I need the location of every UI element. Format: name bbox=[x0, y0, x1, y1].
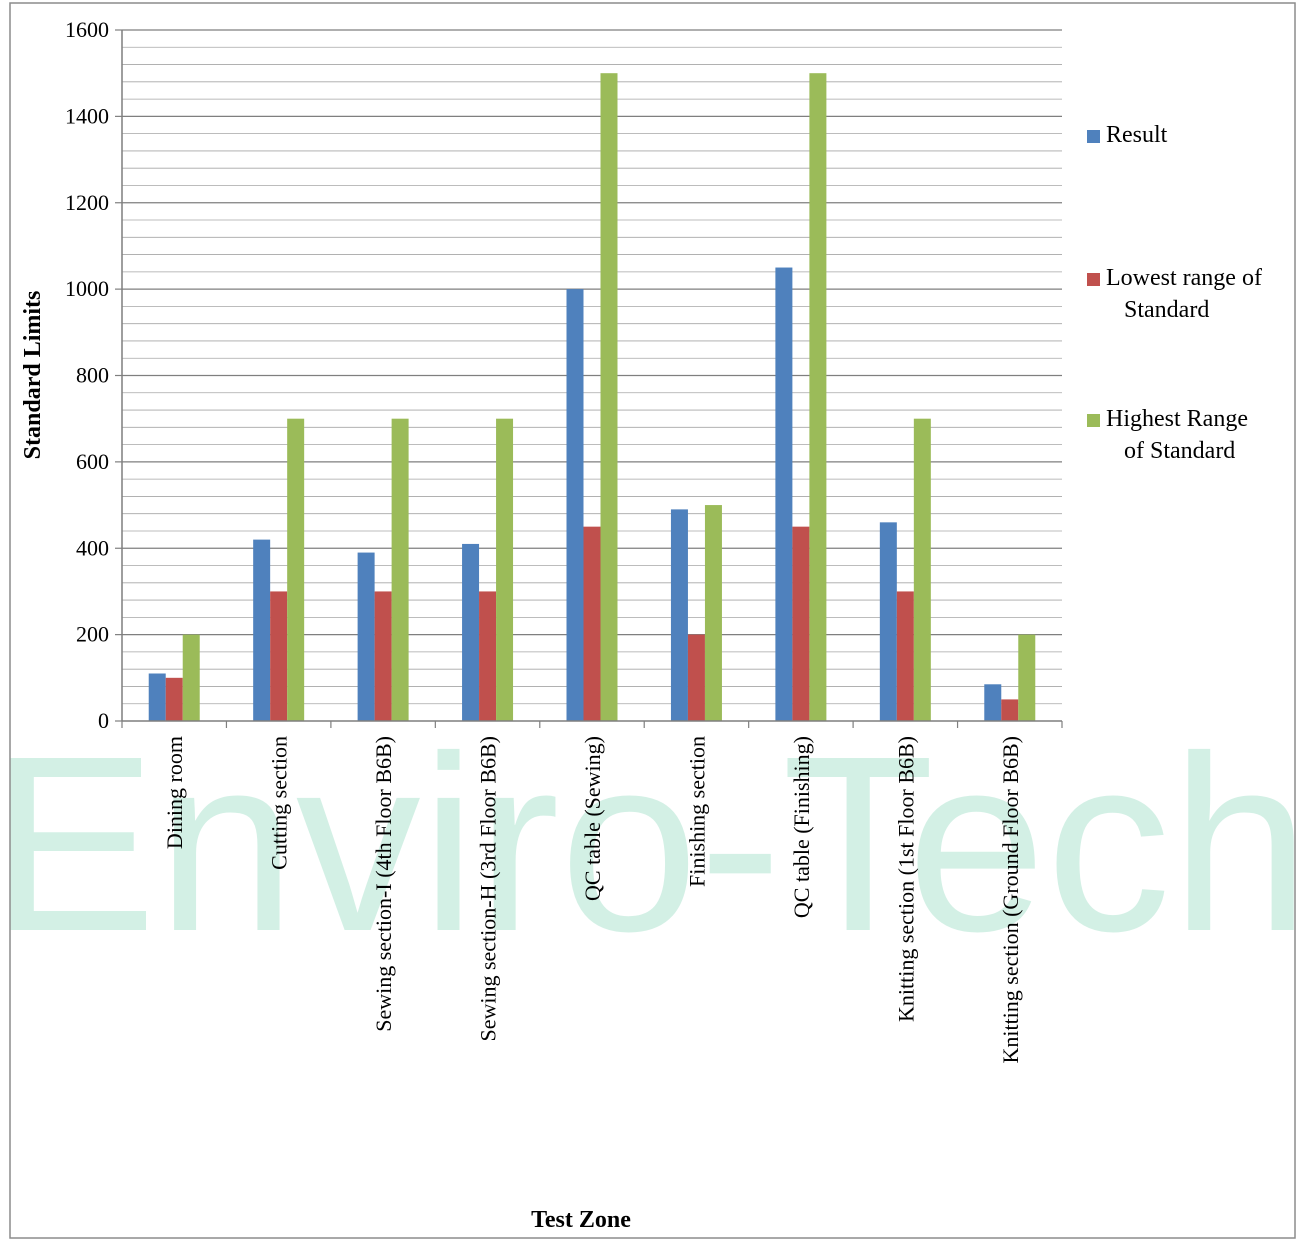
bar-result bbox=[148, 673, 166, 721]
bar-lowest-range-of-standard bbox=[479, 591, 497, 721]
y-tick-label: 1200 bbox=[65, 190, 109, 215]
y-tick-label: 1400 bbox=[65, 103, 109, 128]
bar-highest-range-of-standard bbox=[1018, 634, 1036, 721]
bar-result bbox=[879, 522, 897, 721]
bar-highest-range-of-standard bbox=[496, 418, 514, 721]
bar-lowest-range-of-standard bbox=[792, 526, 810, 721]
bar-highest-range-of-standard bbox=[913, 418, 931, 721]
x-category-labels: Dining room Cutting section Sewing section… bbox=[162, 736, 1023, 1064]
bar-lowest-range-of-standard bbox=[687, 634, 705, 721]
bar-result bbox=[462, 543, 480, 721]
bar-highest-range-of-standard bbox=[704, 505, 722, 721]
x-category-label: Sewing section-I (4th Floor B6B) bbox=[371, 736, 396, 1032]
bar-lowest-range-of-standard bbox=[1001, 699, 1019, 721]
y-tick-labels: 0 200 400 600 800 1000 1200 1400 1600 bbox=[65, 17, 109, 733]
x-category-label: QC table (Finishing) bbox=[789, 736, 814, 918]
y-tick-label: 0 bbox=[98, 708, 109, 733]
y-tick-label: 400 bbox=[76, 535, 109, 560]
axes bbox=[115, 29, 1063, 728]
legend-swatch bbox=[1087, 414, 1100, 427]
y-tick-label: 800 bbox=[76, 363, 109, 388]
bar-lowest-range-of-standard bbox=[583, 526, 601, 721]
bar-result bbox=[984, 684, 1002, 721]
x-axis-title: Test Zone bbox=[531, 1207, 631, 1233]
x-category-label: Knitting section (Ground Floor B6B) bbox=[998, 736, 1023, 1064]
x-category-label: Sewing section-H (3rd Floor B6B) bbox=[476, 736, 501, 1042]
bar-highest-range-of-standard bbox=[182, 634, 200, 721]
chart-border bbox=[9, 2, 1296, 1239]
x-category-label: Knitting section (1st Floor B6B) bbox=[893, 736, 918, 1022]
bar-result bbox=[670, 509, 688, 721]
legend-swatch bbox=[1087, 273, 1100, 286]
x-category-label: Cutting section bbox=[267, 736, 292, 870]
bar-highest-range-of-standard bbox=[809, 73, 827, 721]
y-tick-label: 200 bbox=[76, 622, 109, 647]
legend-label: Highest Range of Standard bbox=[1106, 406, 1248, 464]
bar-highest-range-of-standard bbox=[391, 418, 409, 721]
bar-lowest-range-of-standard bbox=[896, 591, 914, 721]
bar-highest-range-of-standard bbox=[287, 418, 305, 721]
x-category-label: Dining room bbox=[162, 736, 187, 849]
x-category-label: Finishing section bbox=[684, 736, 709, 887]
bar-lowest-range-of-standard bbox=[374, 591, 392, 721]
bar-result bbox=[253, 539, 271, 721]
y-axis-title: Standard Limits bbox=[20, 291, 46, 460]
bar-lowest-range-of-standard bbox=[270, 591, 288, 721]
y-tick-label: 600 bbox=[76, 449, 109, 474]
bar-highest-range-of-standard bbox=[600, 73, 618, 721]
y-tick-label: 1600 bbox=[65, 17, 109, 42]
legend-label: Lowest range of Standard bbox=[1106, 265, 1262, 323]
bar-result bbox=[357, 552, 375, 721]
bar-lowest-range-of-standard bbox=[165, 677, 183, 721]
watermark-text: Enviro-Tech bbox=[0, 704, 1300, 983]
legend: Result Lowest range of Standard Highest Ran… bbox=[1087, 122, 1262, 464]
legend-label: Result bbox=[1106, 122, 1168, 148]
x-category-label: QC table (Sewing) bbox=[580, 736, 605, 901]
y-tick-label: 1000 bbox=[65, 276, 109, 301]
legend-swatch bbox=[1087, 130, 1100, 143]
bar-result bbox=[566, 289, 584, 721]
bars bbox=[148, 73, 1036, 721]
bar-result bbox=[775, 267, 793, 721]
